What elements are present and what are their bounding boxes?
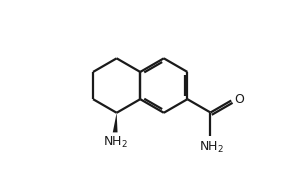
Polygon shape: [113, 113, 118, 132]
Text: NH$_2$: NH$_2$: [199, 140, 224, 155]
Text: O: O: [234, 93, 244, 106]
Text: NH$_2$: NH$_2$: [103, 135, 128, 150]
